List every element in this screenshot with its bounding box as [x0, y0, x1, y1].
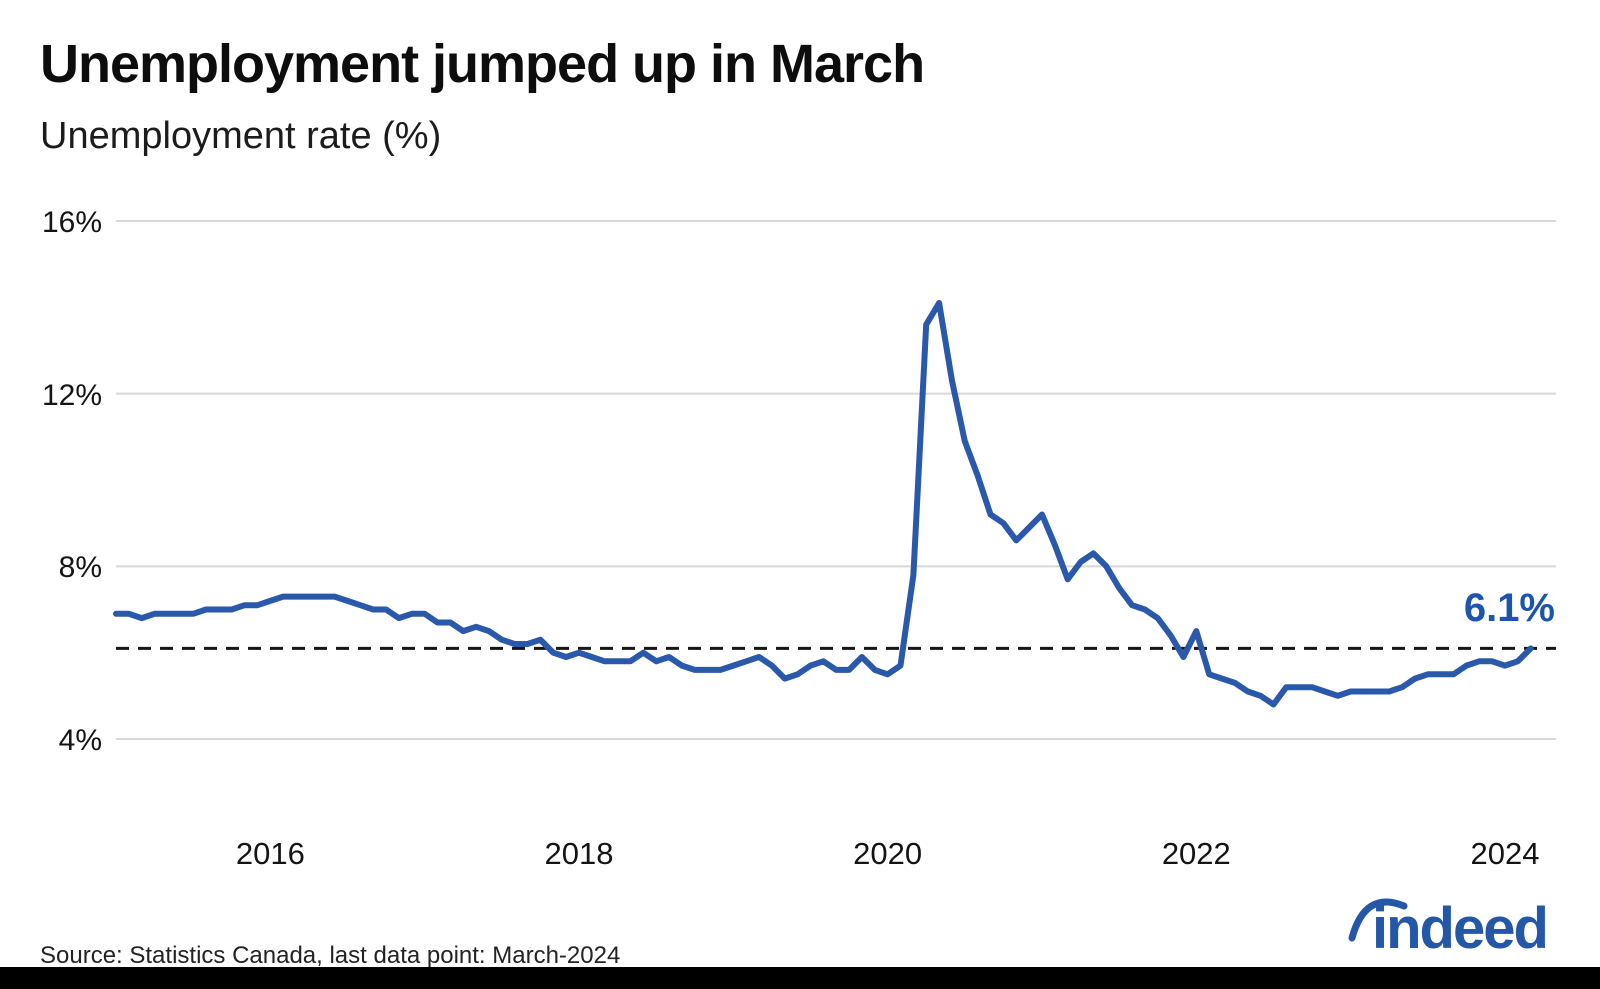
latest-value-label: 6.1%	[1463, 586, 1555, 630]
source-note: Source: Statistics Canada, last data poi…	[40, 942, 621, 969]
x-tick-label-2022: 2022	[1161, 836, 1231, 871]
x-tick-label-2018: 2018	[544, 836, 614, 871]
x-tick-label-2020: 2020	[853, 836, 923, 871]
indeed-logo-arc-icon	[1348, 898, 1408, 942]
x-tick-label-2016: 2016	[235, 836, 305, 871]
chart-subtitle: Unemployment rate (%)	[40, 115, 442, 157]
y-tick-label-4: 4%	[58, 724, 102, 757]
x-tick-label-2024: 2024	[1470, 836, 1540, 871]
y-tick-label-8: 8%	[58, 551, 102, 585]
indeed-logo-text: indeed	[1372, 896, 1549, 961]
unemployment-rate-line	[113, 300, 1534, 708]
indeed-logo: indeed	[1322, 884, 1582, 968]
y-tick-label-16: 16%	[41, 206, 102, 239]
chart-title: Unemployment jumped up in March	[40, 34, 925, 94]
bottom-black-bar	[0, 967, 1600, 989]
y-tick-label-12: 12%	[41, 378, 102, 412]
